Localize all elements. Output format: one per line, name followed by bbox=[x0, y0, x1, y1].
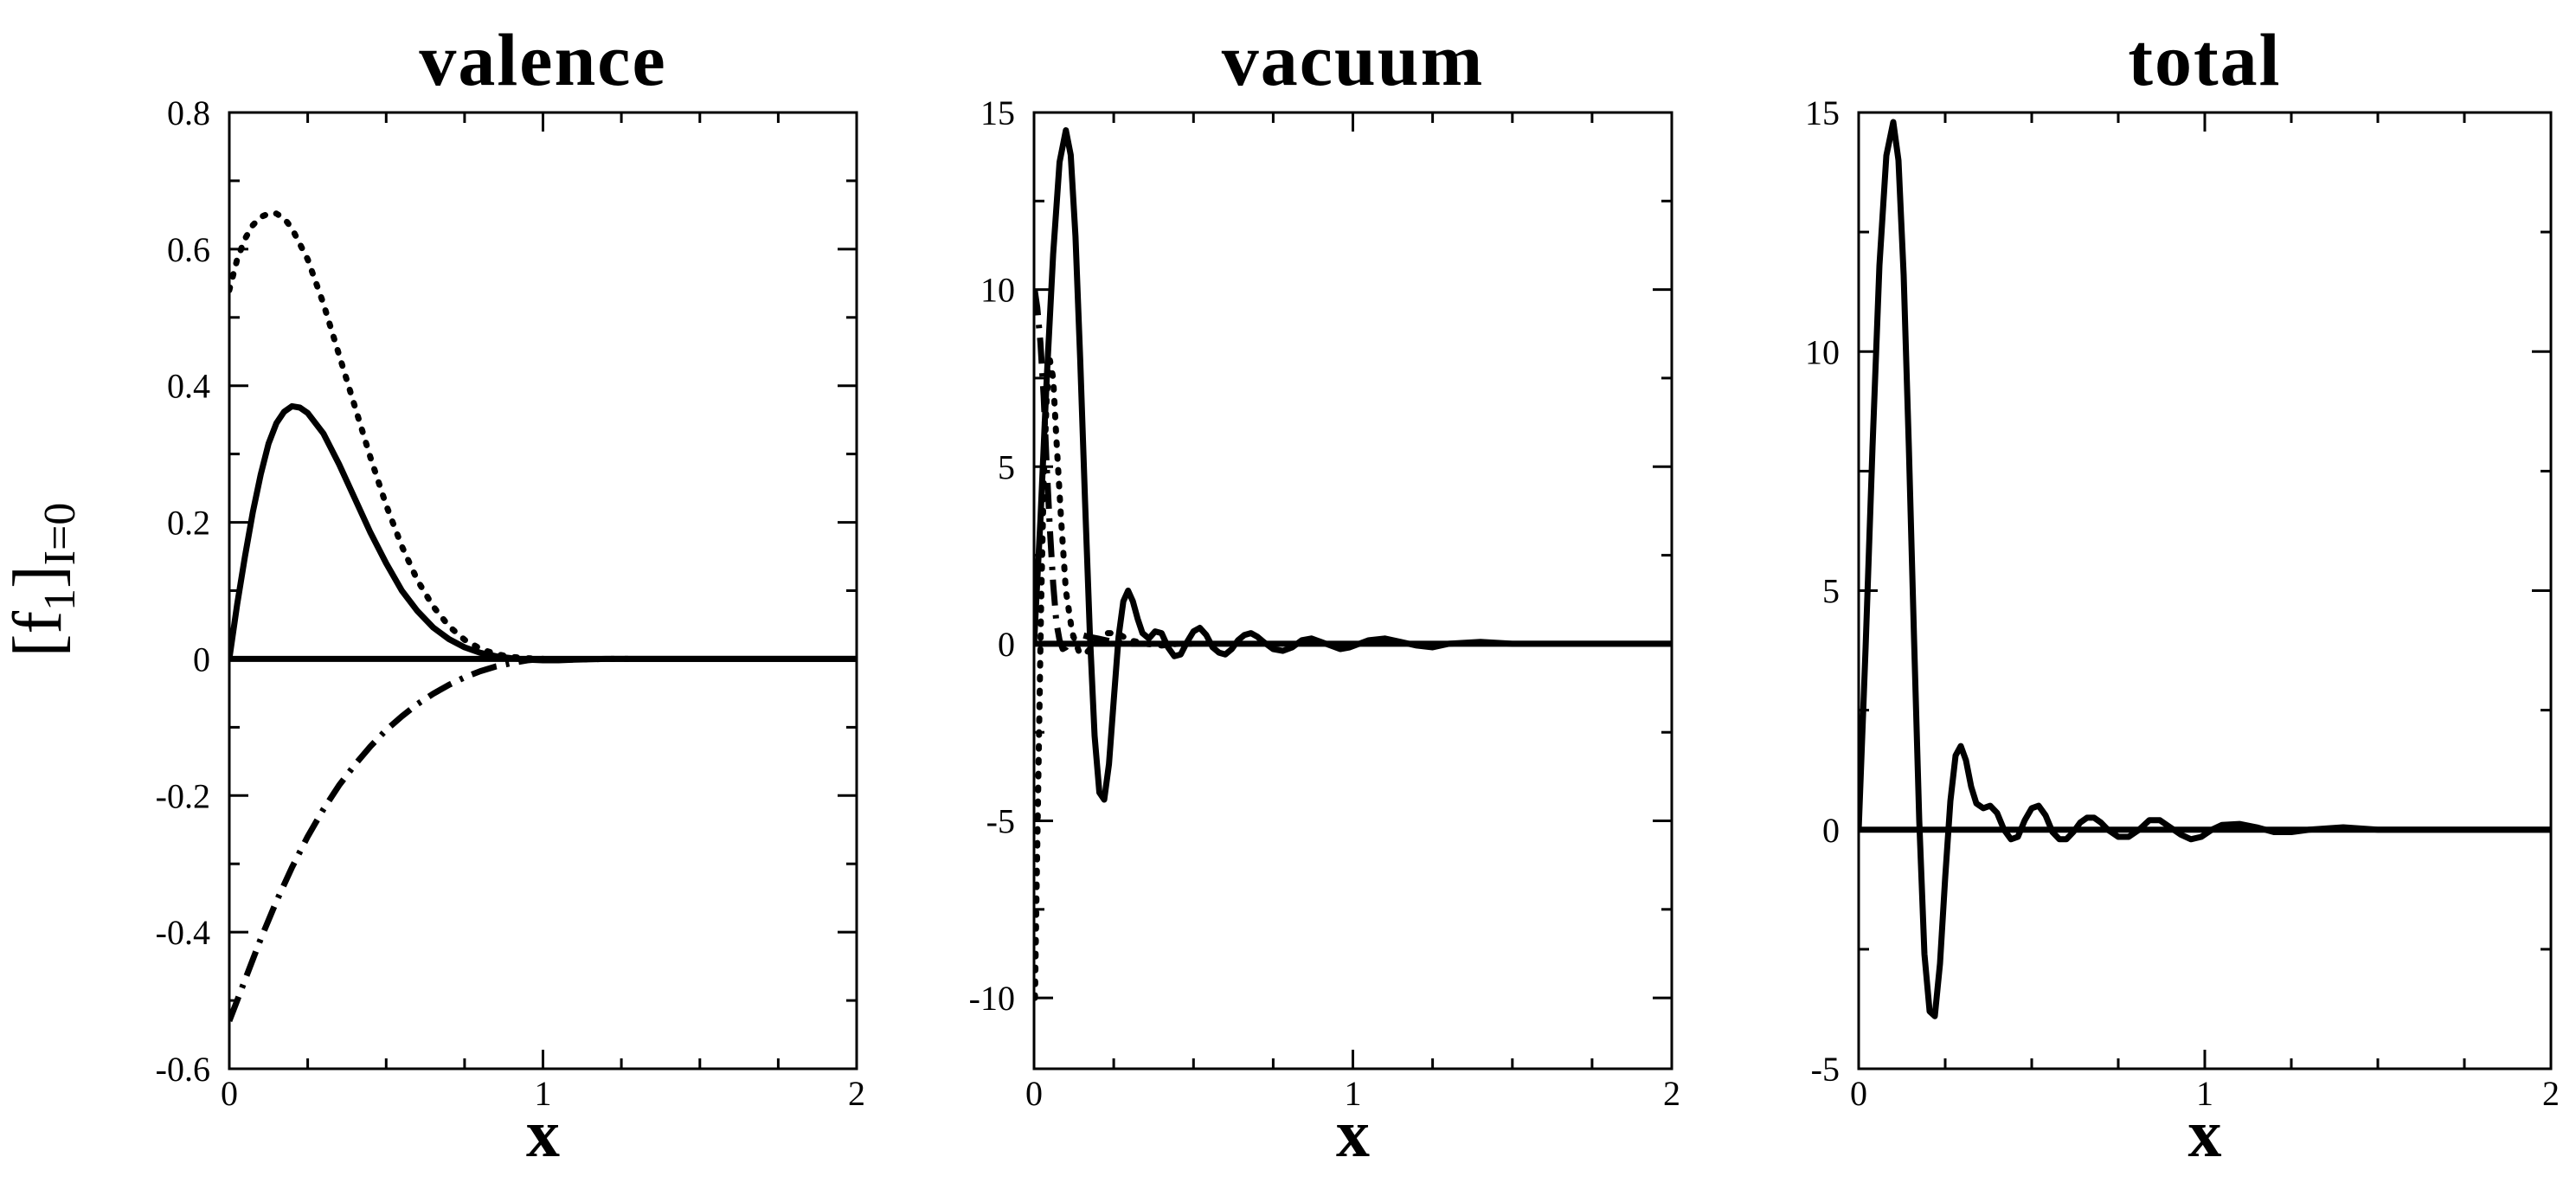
x-tick-label: 2 bbox=[1663, 1074, 1680, 1113]
y-tick-label: 0 bbox=[998, 625, 1015, 664]
series-line-dotted-1 bbox=[229, 210, 640, 663]
plot-frame bbox=[228, 111, 858, 1070]
y-axis-label-sub1: 1 bbox=[35, 588, 85, 611]
x-tick-label: 0 bbox=[1025, 1074, 1043, 1113]
series-line-dashdot-2 bbox=[1034, 289, 1146, 653]
y-tick-label: 5 bbox=[1822, 572, 1840, 611]
y-tick-label: 0 bbox=[193, 640, 210, 678]
x-tick-label: 1 bbox=[2196, 1074, 2213, 1113]
plot-frame bbox=[1857, 111, 2553, 1070]
x-tick-label: 2 bbox=[848, 1074, 865, 1113]
y-tick-label: 0.6 bbox=[167, 230, 210, 269]
y-tick-label: -0.6 bbox=[156, 1050, 210, 1089]
y-axis-label-sub2: I=0 bbox=[35, 503, 85, 566]
y-tick-label: 10 bbox=[980, 271, 1015, 310]
x-tick-label: 2 bbox=[2542, 1074, 2560, 1113]
series-line-dashdot-2 bbox=[229, 655, 543, 1023]
y-tick-label: 0.2 bbox=[167, 504, 210, 543]
panel-title: valence bbox=[419, 18, 666, 101]
y-axis-label-close: ] bbox=[0, 565, 76, 588]
x-axis-label: x bbox=[1336, 1096, 1370, 1171]
x-tick-label: 0 bbox=[1850, 1074, 1867, 1113]
panel-title: vacuum bbox=[1222, 18, 1484, 101]
y-tick-label: 0 bbox=[1822, 811, 1840, 850]
x-axis-label: x bbox=[526, 1096, 560, 1171]
y-tick-label: -5 bbox=[1811, 1050, 1840, 1089]
series-line-solid-0 bbox=[229, 402, 857, 664]
panel-vacuum: 0 1 2 -10 -5 0 5 10 15 vacuum x bbox=[969, 18, 1680, 1171]
x-axis-label: x bbox=[2188, 1096, 2222, 1171]
y-axis-label: [f1]I=0 bbox=[0, 503, 85, 658]
y-tick-label: 15 bbox=[1805, 93, 1840, 132]
y-tick-label: 10 bbox=[1805, 332, 1840, 371]
y-tick-label: 0.8 bbox=[167, 93, 210, 132]
y-axis-label-main: [f bbox=[0, 611, 76, 658]
y-tick-label: 0.4 bbox=[167, 367, 210, 406]
series-line-solid-0 bbox=[1859, 119, 2551, 1019]
series-line-solid-0 bbox=[1034, 127, 1672, 803]
y-tick-label: 5 bbox=[998, 447, 1015, 486]
y-tick-label: -0.4 bbox=[156, 913, 210, 952]
y-tick-label: 15 bbox=[980, 93, 1015, 132]
y-tick-label: -10 bbox=[969, 979, 1015, 1018]
y-tick-label: -5 bbox=[986, 802, 1015, 841]
y-tick-label: -0.2 bbox=[156, 776, 210, 815]
panel-valence: 0 1 2 -0.6 -0.4 -0.2 0 0.2 0.4 0.6 0.8 valence x bbox=[156, 18, 865, 1171]
x-tick-label: 1 bbox=[1345, 1074, 1362, 1113]
panel-total: 0 1 2 -5 0 5 10 15 total x bbox=[1805, 18, 2560, 1171]
x-tick-label: 0 bbox=[221, 1074, 238, 1113]
x-tick-label: 1 bbox=[535, 1074, 552, 1113]
panel-title: total bbox=[2128, 18, 2281, 101]
